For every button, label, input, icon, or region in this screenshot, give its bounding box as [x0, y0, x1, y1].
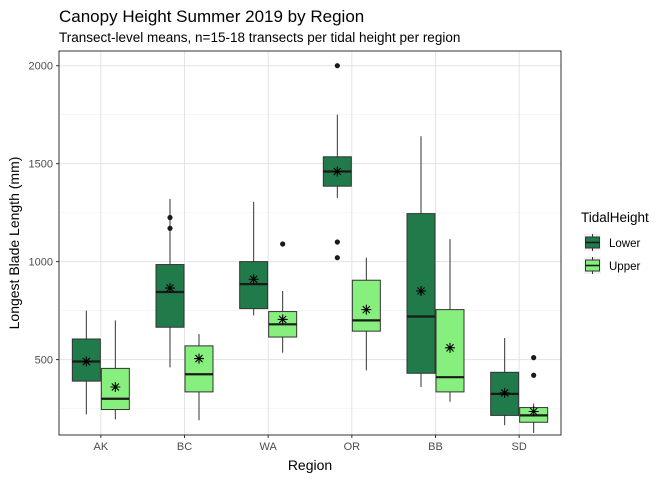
y-tick-label: 500: [35, 355, 53, 367]
mean-marker: [499, 387, 510, 398]
mean-marker: [194, 353, 204, 364]
mean-marker: [277, 314, 288, 325]
outlier-point: [167, 225, 173, 231]
x-axis: AK BC WA OR BB SD: [93, 435, 527, 453]
x-tick-label: AK: [93, 441, 108, 453]
mean-marker: [528, 406, 539, 417]
mean-marker: [416, 286, 426, 296]
box-lower-bb: [406, 136, 436, 387]
x-tick-label: WA: [260, 441, 278, 453]
outlier-point: [167, 214, 173, 221]
outlier-point: [280, 241, 286, 247]
y-tick-label: 1500: [29, 159, 53, 171]
legend-title: TidalHeight: [581, 210, 649, 225]
box-lower-or: [322, 63, 352, 261]
mean-marker: [110, 382, 121, 392]
box-lower-wa: [239, 201, 269, 316]
legend-label: Lower: [609, 238, 640, 250]
box-upper-or: [351, 257, 381, 371]
legend-key-upper: [584, 257, 601, 274]
chart-title: Canopy Height Summer 2019 by Region: [59, 7, 364, 26]
mean-marker: [81, 356, 92, 367]
x-tick-label: SD: [512, 441, 527, 453]
y-tick-label: 1000: [29, 257, 53, 269]
x-axis-title: Region: [288, 457, 332, 473]
plot-border: [58, 50, 562, 436]
box-lower-sd: [490, 338, 520, 426]
mean-marker: [332, 166, 343, 177]
boxplot-marks: [71, 63, 549, 434]
outlier-point: [334, 255, 340, 261]
legend: TidalHeight Lower Upper: [581, 210, 649, 274]
iqr-box: [155, 264, 185, 328]
box-upper-wa: [268, 241, 298, 353]
legend-key-lower: [584, 234, 601, 251]
outlier-point: [334, 63, 340, 69]
mean-marker: [361, 304, 372, 315]
mean-marker: [165, 283, 175, 294]
mean-marker: [445, 342, 455, 353]
box-lower-bc: [155, 198, 185, 368]
chart-subtitle: Transect-level means, n=15-18 transects …: [59, 30, 460, 45]
x-tick-label: BB: [428, 441, 443, 453]
box-upper-sd: [519, 355, 549, 434]
iqr-box: [351, 279, 381, 332]
outlier-point: [334, 239, 340, 245]
outlier-point: [531, 372, 537, 378]
iqr-box: [184, 345, 214, 393]
outlier-point: [531, 355, 537, 361]
x-tick-label: BC: [177, 441, 192, 453]
box-lower-ak: [71, 310, 101, 415]
box-upper-ak: [100, 320, 130, 420]
box-upper-bb: [435, 239, 465, 402]
plot-panel: [59, 51, 561, 435]
mean-marker: [248, 274, 259, 285]
legend-label: Upper: [609, 261, 640, 273]
box-upper-bc: [184, 334, 214, 421]
y-axis-title: Longest Blade Length (mm): [6, 157, 22, 330]
x-tick-label: OR: [344, 441, 361, 453]
y-tick-label: 2000: [29, 61, 53, 73]
y-axis: 500 1000 1500 2000: [29, 61, 59, 367]
